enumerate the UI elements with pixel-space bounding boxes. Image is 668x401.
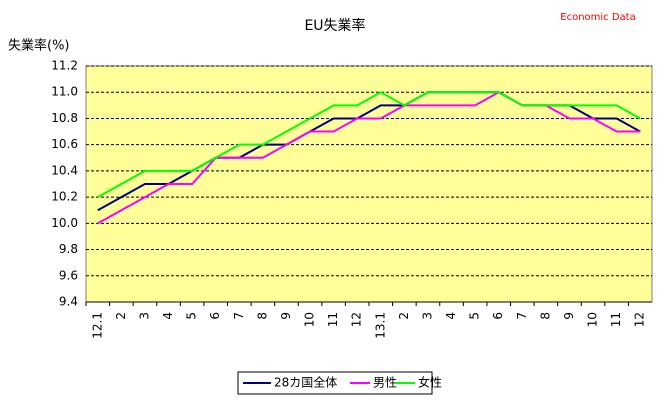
y-tick-label: 9.4 — [59, 295, 78, 309]
x-tick-label: 12 — [350, 312, 364, 327]
y-tick-label: 11.0 — [51, 85, 78, 99]
series-line — [97, 91, 641, 198]
x-tick-label: 13.1 — [373, 312, 387, 339]
x-tick-label: 4 — [161, 312, 175, 320]
x-tick-label: 9 — [279, 312, 293, 320]
y-tick-label: 11.2 — [51, 59, 78, 73]
x-tick-label: 5 — [468, 312, 482, 320]
x-tick-label: 2 — [397, 312, 411, 320]
x-tick-label: 6 — [208, 312, 222, 320]
chart-title: EU失業率 — [304, 17, 365, 34]
x-tick-label: 3 — [420, 312, 434, 320]
y-tick-label: 10.4 — [51, 163, 78, 177]
x-tick-label: 9 — [562, 312, 576, 320]
x-tick-label: 7 — [232, 312, 246, 320]
legend-label: 女性 — [418, 375, 442, 390]
x-tick-label: 2 — [114, 312, 128, 320]
x-tick-label: 5 — [185, 312, 199, 320]
legend-box — [237, 371, 433, 395]
y-tick-label: 10.0 — [51, 216, 78, 230]
y-tick-label: 9.8 — [59, 242, 78, 256]
y-tick-label: 9.6 — [59, 268, 78, 282]
series-line — [97, 91, 641, 225]
x-tick-label: 7 — [515, 312, 529, 320]
x-tick-label: 11 — [609, 312, 623, 327]
x-tick-label: 3 — [137, 312, 151, 320]
x-tick-label: 12.1 — [90, 312, 104, 339]
legend-label: 男性 — [373, 376, 397, 390]
y-tick-label: 10.6 — [51, 137, 78, 151]
x-tick-label: 8 — [255, 312, 269, 320]
x-tick-label: 12 — [633, 312, 647, 327]
x-tick-label: 8 — [538, 312, 552, 320]
x-tick-label: 11 — [326, 312, 340, 327]
y-axis-label: 失業率(%) — [8, 38, 70, 54]
x-tick-label: 6 — [491, 312, 505, 320]
x-tick-label: 10 — [303, 312, 317, 327]
x-tick-label: 10 — [586, 312, 600, 327]
y-tick-label: 10.2 — [51, 190, 78, 204]
y-tick-label: 10.8 — [51, 111, 78, 125]
watermark: Economic Data — [560, 12, 635, 23]
legend-label: 28カ国全体 — [274, 375, 337, 390]
x-tick-label: 4 — [444, 312, 458, 320]
